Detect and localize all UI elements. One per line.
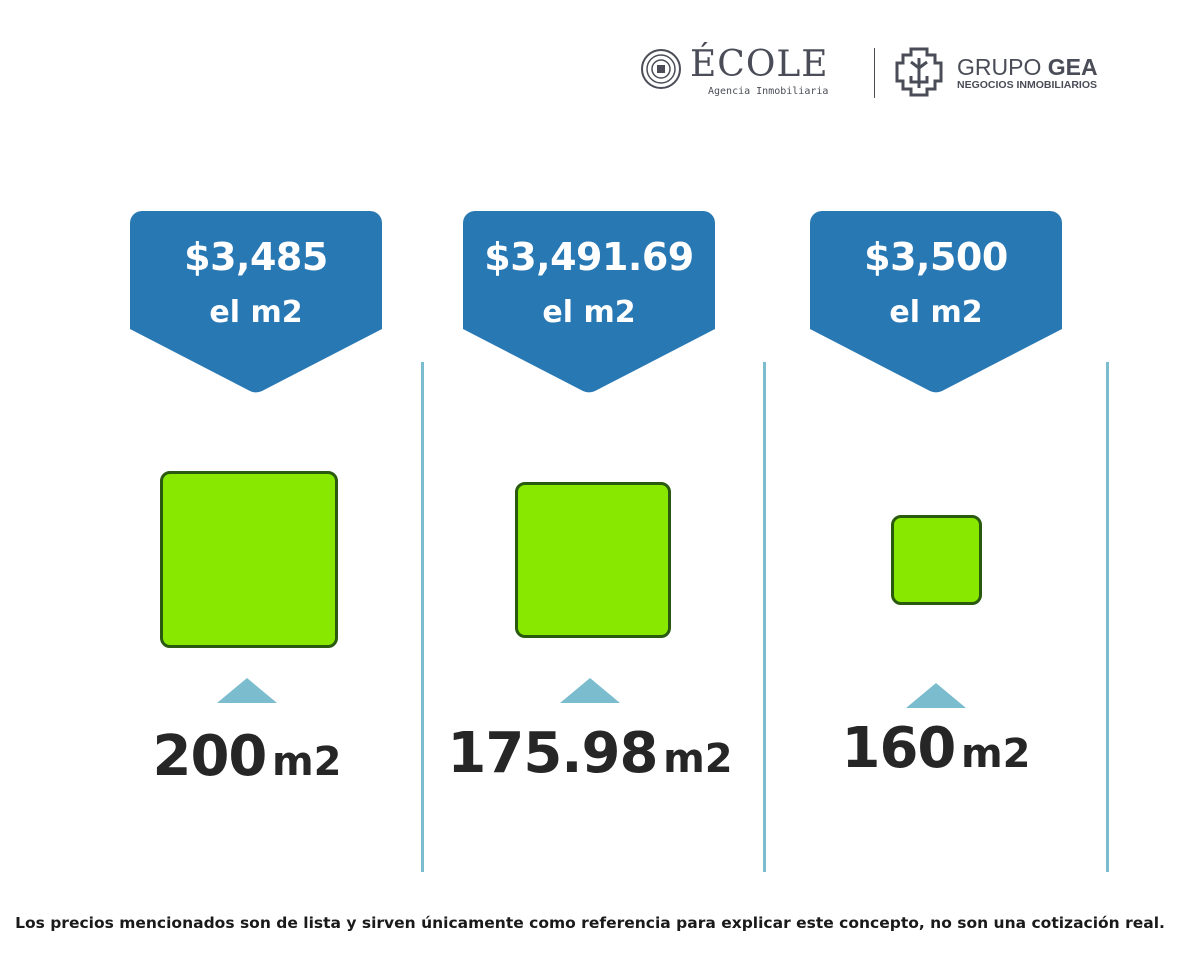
ecole-name: ÉCOLE: [690, 44, 829, 85]
area-value: 175.98: [447, 721, 658, 786]
gea-logo: GRUPO GEA NEGOCIOS INMOBILIARIOS: [893, 46, 1123, 102]
price-value: $3,500: [864, 235, 1008, 279]
area-label-1: 200 m2: [77, 724, 417, 789]
area-label-3: 160 m2: [766, 716, 1106, 781]
price-value: $3,485: [184, 235, 328, 279]
price-unit: el m2: [889, 295, 983, 330]
price-tag-shape: [810, 211, 1062, 393]
column-divider: [1106, 362, 1109, 872]
area-unit: m2: [960, 731, 1031, 777]
lot-square-3: [891, 515, 982, 605]
ecole-seal-icon: [641, 49, 681, 89]
price-tag-2: $3,491.69 el m2: [463, 211, 715, 394]
column-divider: [763, 362, 766, 872]
triangle-marker-icon: [906, 683, 966, 708]
triangle-marker-icon: [217, 678, 277, 703]
area-value: 200: [152, 724, 268, 789]
gea-name-light: GRUPO: [957, 54, 1048, 80]
price-unit: el m2: [209, 295, 303, 330]
area-unit: m2: [663, 736, 733, 782]
area-value: 160: [841, 716, 957, 781]
triangle-marker-icon: [560, 678, 620, 703]
gea-name-bold: GEA: [1047, 54, 1098, 80]
area-unit: m2: [271, 739, 342, 785]
gea-name: GRUPO GEA: [957, 54, 1098, 81]
price-tag-1: $3,485 el m2: [130, 211, 382, 394]
disclaimer-text: Los precios mencionados son de lista y s…: [15, 914, 1165, 932]
price-tag-shape: [130, 211, 382, 393]
lot-square-1: [160, 471, 338, 648]
price-unit: el m2: [542, 295, 636, 330]
price-value: $3,491.69: [484, 235, 694, 279]
gea-tagline: NEGOCIOS INMOBILIARIOS: [957, 79, 1098, 91]
ecole-logo: ÉCOLE Agencia Inmobiliaria: [640, 44, 860, 102]
gea-tree-icon: [895, 47, 943, 97]
price-tag-3: $3,500 el m2: [810, 211, 1062, 394]
lot-square-2: [515, 482, 671, 638]
price-tag-shape: [463, 211, 715, 393]
column-divider: [421, 362, 424, 872]
area-label-2: 175.98 m2: [420, 721, 760, 786]
ecole-tagline: Agencia Inmobiliaria: [708, 86, 829, 97]
logo-divider: [874, 48, 875, 98]
